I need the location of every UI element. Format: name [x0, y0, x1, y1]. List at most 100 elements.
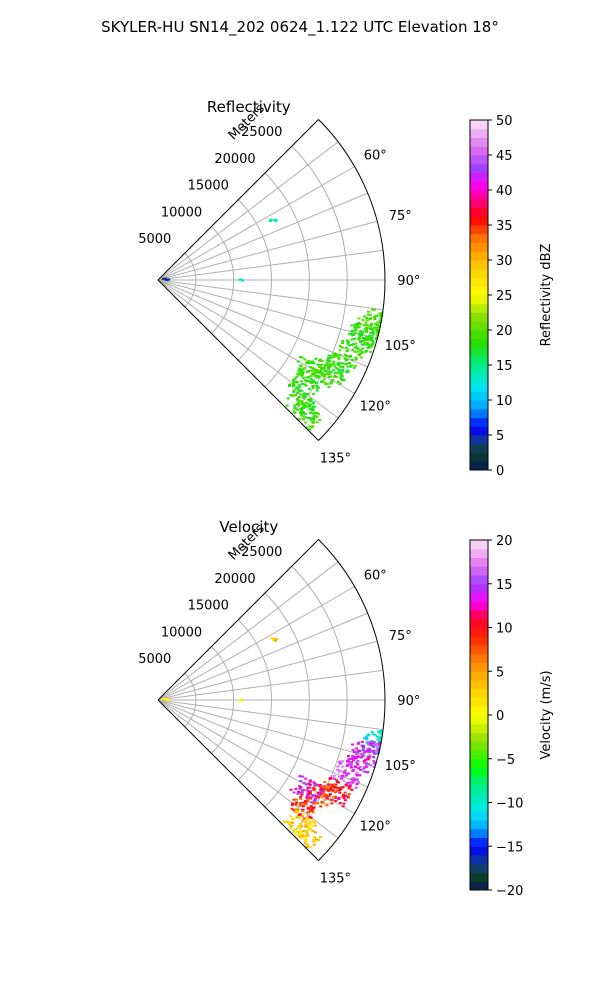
echo-cell	[369, 324, 373, 327]
echo-cell	[292, 809, 296, 812]
echo-cell	[335, 789, 339, 792]
echo-cell	[329, 798, 333, 801]
echo-cell	[365, 319, 369, 322]
echo-cell	[312, 781, 316, 784]
theta-tick-label: 90°	[397, 694, 420, 709]
echo-cell	[343, 799, 347, 802]
echo-cell	[312, 836, 316, 839]
colorbar-band	[470, 225, 488, 235]
echo-cell	[337, 364, 341, 367]
echo-cell	[344, 359, 348, 362]
echo-cell	[331, 379, 335, 382]
echo-cell	[238, 278, 242, 281]
echo-cell	[298, 830, 302, 833]
echo-cell	[378, 324, 382, 327]
echo-cell	[343, 769, 347, 772]
colorbar-tick-label: −20	[496, 884, 523, 899]
colorbar-band	[470, 557, 488, 567]
echo-cell	[379, 315, 383, 318]
echo-cell	[338, 775, 342, 778]
echo-cell	[367, 310, 371, 313]
echo-cell	[337, 358, 341, 361]
echo-cell	[358, 340, 362, 343]
echo-cell	[372, 765, 376, 768]
echo-cell	[298, 775, 302, 778]
angular-grid-line	[157, 699, 339, 839]
echo-cell	[323, 364, 327, 367]
echo-cell	[308, 815, 312, 818]
echo-cell	[287, 823, 291, 826]
echo-cell	[372, 759, 376, 762]
echo-cell	[373, 318, 377, 321]
theta-tick-label: 75°	[389, 209, 412, 224]
echo-cell	[341, 370, 345, 373]
echo-cell	[362, 767, 366, 770]
echo-cell	[364, 327, 368, 330]
echo-cell	[307, 822, 311, 825]
colorbar-band	[470, 330, 488, 340]
echo-cell	[273, 637, 277, 640]
radial-tick-label: 5000	[138, 652, 171, 667]
theta-tick-label: 120°	[360, 819, 391, 834]
angular-grid-line	[157, 699, 384, 731]
echo-cell	[363, 749, 367, 752]
echo-cell	[310, 810, 314, 813]
echo-cell	[341, 379, 345, 382]
echo-cell	[313, 799, 317, 802]
echo-cell	[295, 386, 299, 389]
angular-grid-line	[157, 699, 368, 788]
echo-cell	[339, 365, 343, 368]
echo-cell	[342, 770, 346, 773]
echo-cell	[304, 821, 308, 824]
echo-cell	[367, 344, 371, 347]
echo-cell	[356, 324, 360, 327]
echo-cell	[314, 375, 318, 378]
echo-cell	[308, 779, 312, 782]
echo-cell	[355, 322, 359, 325]
echo-cell	[322, 367, 326, 370]
colorbar-band	[470, 286, 488, 296]
colorbar-band	[470, 785, 488, 795]
echo-cell	[294, 833, 298, 836]
echo-cell	[289, 788, 293, 791]
echo-cell	[307, 795, 311, 798]
echo-cell	[338, 345, 342, 348]
echo-cell	[375, 326, 379, 329]
colorbar-band	[470, 750, 488, 760]
echo-cell	[333, 374, 337, 377]
echo-cell	[311, 373, 315, 376]
echo-cell	[312, 843, 316, 846]
echo-cell	[288, 383, 292, 386]
echo-cell	[373, 326, 377, 329]
colorbar-band	[470, 216, 488, 226]
echo-cell	[163, 277, 167, 280]
echo-cell	[351, 759, 355, 762]
echo-cell	[326, 370, 330, 373]
colorbar-band	[470, 793, 488, 803]
echo-cell	[305, 796, 309, 799]
echo-cell	[300, 825, 304, 828]
echo-cell	[295, 380, 299, 383]
echo-cell	[306, 405, 310, 408]
echo-cell	[317, 386, 321, 389]
echo-cell	[318, 791, 322, 794]
echo-cell	[315, 371, 319, 374]
echo-cell	[376, 751, 380, 754]
echo-cell	[361, 347, 365, 350]
angular-grid-line	[157, 699, 378, 760]
echo-cell	[301, 376, 305, 379]
echo-cell	[304, 379, 308, 382]
echo-cell	[309, 797, 313, 800]
echo-cell	[294, 808, 298, 811]
echo-cell	[306, 393, 310, 396]
echo-cell	[299, 822, 303, 825]
colorbar-band	[470, 715, 488, 725]
colorbar-band	[470, 758, 488, 768]
echo-cell	[333, 365, 337, 368]
echo-cell	[285, 404, 289, 407]
echo-cell	[316, 802, 320, 805]
echo-cell	[367, 336, 371, 339]
echo-cell	[346, 370, 350, 373]
echo-cell	[299, 407, 303, 410]
echo-cell	[353, 337, 357, 340]
